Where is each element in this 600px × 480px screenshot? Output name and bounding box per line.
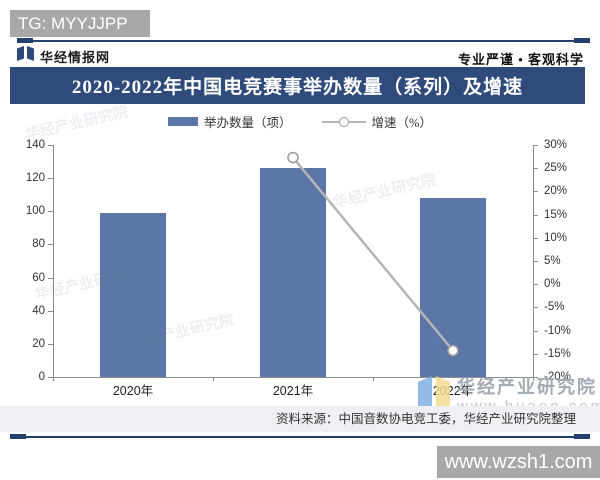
y-axis-right-tick <box>533 261 538 262</box>
site-watermark-badge: www.wzsh1.com <box>437 446 600 478</box>
bar-2021年 <box>260 168 326 377</box>
y-axis-right-tick <box>533 330 538 332</box>
legend-item-bars: 举办数量（项） <box>168 112 292 131</box>
source-band: 资料来源：中国音数协电竞工委，华经产业研究院整理 <box>0 406 600 432</box>
y-axis-left <box>53 145 54 377</box>
y-axis-left-label: 40 <box>32 304 45 317</box>
y-axis-left-tick <box>48 377 53 378</box>
legend-bar-label: 举办数量（项） <box>204 116 292 130</box>
y-axis-right-tick <box>533 214 538 216</box>
growth-marker-icon <box>287 151 299 164</box>
x-axis-tick <box>53 377 54 381</box>
y-axis-left-label: 140 <box>25 139 45 151</box>
y-axis-left-tick <box>48 244 53 246</box>
y-axis-right-label: -10% <box>544 324 571 337</box>
y-axis-right-label: 20% <box>544 185 568 198</box>
y-axis-left-tick <box>48 277 53 279</box>
site-brand: 华经情报网 <box>17 46 110 66</box>
y-axis-right-label: 5% <box>544 255 561 267</box>
source-text: 资料来源：中国音数协电竞工委，华经产业研究院整理 <box>275 412 576 426</box>
footer-divider <box>10 434 590 439</box>
x-axis-tick <box>533 377 534 381</box>
y-axis-left-tick <box>48 211 53 213</box>
header-divider <box>17 38 590 43</box>
footer-divider-cap-right <box>574 434 590 439</box>
y-axis-right-tick <box>533 191 538 193</box>
y-axis-left-label: 0 <box>38 371 45 383</box>
x-axis <box>53 377 534 378</box>
y-axis-left-tick <box>48 178 53 180</box>
legend-line-marker-icon <box>338 117 349 127</box>
y-axis-left-tick <box>48 145 53 146</box>
y-axis-right-label: -15% <box>544 347 571 360</box>
x-axis-tick <box>373 377 374 381</box>
y-axis-right-label: -5% <box>544 301 565 314</box>
legend-item-line: 增速（%） <box>321 112 432 131</box>
y-axis-right-label: -20% <box>544 371 571 383</box>
x-axis-label-2021年: 2021年 <box>272 384 314 398</box>
y-axis-right-tick <box>533 353 538 355</box>
y-axis-left-label: 120 <box>25 172 45 185</box>
legend-line-swatch <box>321 117 366 127</box>
bar-2022年 <box>420 198 486 377</box>
site-slogan: 专业严谨 • 客观科学 <box>457 52 584 67</box>
footer-divider-cap-left <box>10 434 26 439</box>
y-axis-right-tick <box>533 237 538 239</box>
title-bar: 2020-2022年中国电竞赛事举办数量（系列）及增速 <box>10 67 585 104</box>
legend-bar-swatch <box>168 117 199 126</box>
bar-2020年 <box>100 212 166 377</box>
x-axis-tick <box>213 377 214 381</box>
chart-legend: 举办数量（项） 增速（%） <box>0 112 600 131</box>
tg-watermark-badge: TG: MYYJJPP <box>10 10 150 37</box>
y-axis-right-label: 15% <box>544 208 568 221</box>
brand-watermark-name: 华经产业研究院 <box>457 377 597 397</box>
y-axis-right-label: 25% <box>544 162 568 175</box>
y-axis-right-tick <box>533 284 538 286</box>
x-axis-label-2020年: 2020年 <box>112 384 154 398</box>
y-axis-right-label: 0% <box>544 278 561 291</box>
header-divider-cap-left <box>17 38 33 43</box>
chart-title: 2020-2022年中国电竞赛事举办数量（系列）及增速 <box>71 77 524 98</box>
y-axis-right-label: 30% <box>544 139 568 151</box>
y-axis-right-label: 10% <box>544 231 568 244</box>
site-brand-name: 华经情报网 <box>40 49 111 65</box>
y-axis-right-tick <box>533 168 538 170</box>
book-logo-icon <box>17 46 34 66</box>
y-axis-right-tick <box>533 307 538 309</box>
y-axis-left-tick <box>48 310 53 312</box>
y-axis-left-label: 20 <box>32 337 45 350</box>
y-axis-left-label: 60 <box>32 271 45 284</box>
header-divider-cap-right <box>574 38 590 43</box>
y-axis-right-tick <box>533 145 538 146</box>
legend-line-label: 增速（%） <box>371 116 432 130</box>
y-axis-right-tick <box>533 377 538 378</box>
y-axis-left-label: 100 <box>25 205 45 218</box>
y-axis-left-label: 80 <box>32 238 45 251</box>
y-axis-left-tick <box>48 343 53 345</box>
